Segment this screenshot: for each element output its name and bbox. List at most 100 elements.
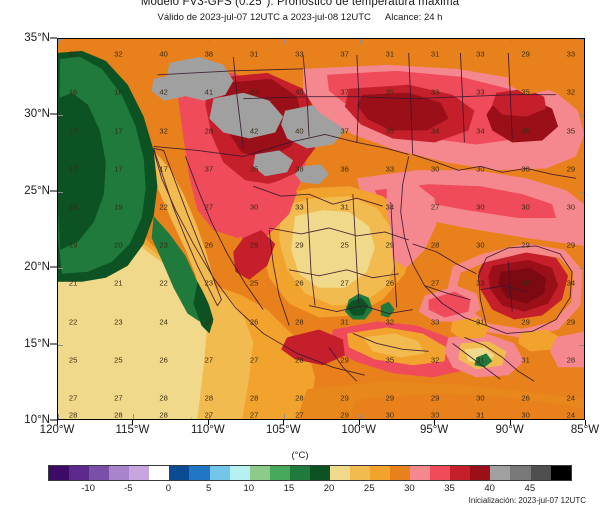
grid-value-label: 28 <box>566 355 576 365</box>
grid-value-label: 27 <box>249 410 259 420</box>
grid-value-label: 35 <box>385 126 395 136</box>
colorbar-unit-label: (°C) <box>291 450 309 461</box>
plot-edge-tick <box>579 39 584 40</box>
y-axis-tick-label: 30°N <box>24 108 50 121</box>
grid-value-label: 21 <box>68 278 78 288</box>
grid-value-label: 28 <box>204 126 214 136</box>
grid-value-label: 33 <box>476 278 485 288</box>
grid-value-label: 30 <box>430 164 440 174</box>
y-axis-tick-label: 35°N <box>24 32 50 44</box>
grid-value-label: 26 <box>159 355 168 365</box>
x-axis-tick-label: 100°W <box>341 424 377 436</box>
grid-value-label: 29 <box>566 164 576 174</box>
grid-value-label: 17 <box>68 164 78 174</box>
grid-value-label: 31 <box>476 317 485 327</box>
plot-edge-tick <box>58 344 63 346</box>
plot-edge-tick <box>510 39 512 44</box>
grid-value-label: 37 <box>204 164 214 174</box>
grid-value-label: 22 <box>159 278 168 288</box>
x-axis-tick-mark <box>358 420 360 425</box>
colorbar-swatch <box>169 466 190 480</box>
figure-subtitle: Válido de 2023-jul-07 12UTC a 2023-jul-0… <box>0 12 600 23</box>
grid-value-label: 29 <box>385 393 395 403</box>
grid-value-label: 27 <box>114 393 123 403</box>
plot-edge-tick <box>579 191 584 193</box>
plot-edge-tick <box>579 115 584 117</box>
grid-value-label: 28 <box>204 393 214 403</box>
grid-value-label: 16 <box>68 87 78 97</box>
grid-value-label: 28 <box>159 410 168 420</box>
grid-value-label: 33 <box>430 87 440 97</box>
colorbar-swatch <box>49 466 70 480</box>
grid-value-label: 23 <box>114 317 123 327</box>
temperature-contours <box>58 39 584 419</box>
plot-edge-tick <box>579 344 584 346</box>
grid-value-label: 34 <box>430 126 440 136</box>
colorbar-swatch <box>470 466 491 480</box>
grid-value-label: 28 <box>68 410 78 420</box>
validity-text: Válido de 2023-jul-07 12UTC a 2023-jul-0… <box>157 12 371 23</box>
grid-value-label: 31 <box>340 202 349 212</box>
x-axis-tick-label: 120°W <box>39 424 75 436</box>
grid-value-label: 33 <box>476 87 485 97</box>
colorbar-swatch <box>450 466 471 480</box>
grid-value-label: 31 <box>430 49 440 59</box>
plot-edge-tick <box>208 414 210 419</box>
grid-value-label: 18 <box>68 202 78 212</box>
grid-value-label: 25 <box>340 240 349 250</box>
grid-value-label: 24 <box>566 393 576 403</box>
figure-title: Modelo FV3-GFS (0.25°). Pronóstico de te… <box>140 0 460 8</box>
grid-value-label: 29 <box>249 240 259 250</box>
grid-value-label: 40 <box>159 49 168 59</box>
x-axis-tick-label: 110°W <box>190 424 225 436</box>
grid-value-label: 23 <box>204 278 214 288</box>
grid-value-label: 29 <box>521 240 530 250</box>
grid-value-label: 28 <box>430 240 440 250</box>
grid-value-label: 40 <box>295 126 304 136</box>
grid-value-label: 27 <box>430 202 440 212</box>
x-axis-tick-label: 90°W <box>495 424 524 436</box>
x-axis-tick-mark <box>207 420 209 425</box>
grid-value-label: 31 <box>476 410 485 420</box>
grid-value-label: 30 <box>566 202 576 212</box>
temperature-field <box>58 39 584 419</box>
grid-value-label: 32 <box>566 87 576 97</box>
grid-value-label: 34 <box>566 278 576 288</box>
grid-value-label: 33 <box>566 49 576 59</box>
plot-edge-tick <box>284 414 286 419</box>
grid-value-label: 36 <box>340 164 349 174</box>
plot-edge-tick <box>284 39 286 44</box>
colorbar-swatches <box>48 465 572 481</box>
colorbar-swatch <box>69 466 90 480</box>
grid-value-label: 29 <box>340 393 349 403</box>
grid-value-label: 25 <box>114 355 123 365</box>
colorbar-swatch <box>229 466 250 480</box>
x-axis-tick-mark <box>509 420 511 425</box>
grid-value-label: 27 <box>68 49 78 59</box>
grid-value-label: 27 <box>340 278 349 288</box>
grid-value-label: 34 <box>476 126 485 136</box>
grid-value-label: 40 <box>295 87 304 97</box>
plot-edge-tick <box>359 39 361 44</box>
y-axis-tick-mark <box>50 419 57 421</box>
colorbar-swatch <box>89 466 110 480</box>
grid-value-label: 37 <box>340 49 349 59</box>
grid-value-label: 27 <box>204 202 214 212</box>
grid-value-label: 28 <box>114 410 123 420</box>
grid-value-label: 32 <box>159 126 168 136</box>
colorbar-swatch <box>309 466 330 480</box>
grid-value-label: 19 <box>68 240 78 250</box>
grid-value-label: 34 <box>385 202 395 212</box>
colorbar-tick-label: 0 <box>165 483 172 494</box>
grid-value-label: 32 <box>114 49 123 59</box>
colorbar-swatch <box>109 466 130 480</box>
grid-value-label: 28 <box>249 393 259 403</box>
x-axis-tick-mark <box>283 420 285 425</box>
grid-value-label: 33 <box>295 202 304 212</box>
colorbar-tick-label: 25 <box>363 483 375 494</box>
grid-value-label: 26 <box>521 393 530 403</box>
grid-value-label: 31 <box>249 49 259 59</box>
plot-edge-tick <box>510 414 512 419</box>
grid-value-label: 30 <box>476 240 485 250</box>
